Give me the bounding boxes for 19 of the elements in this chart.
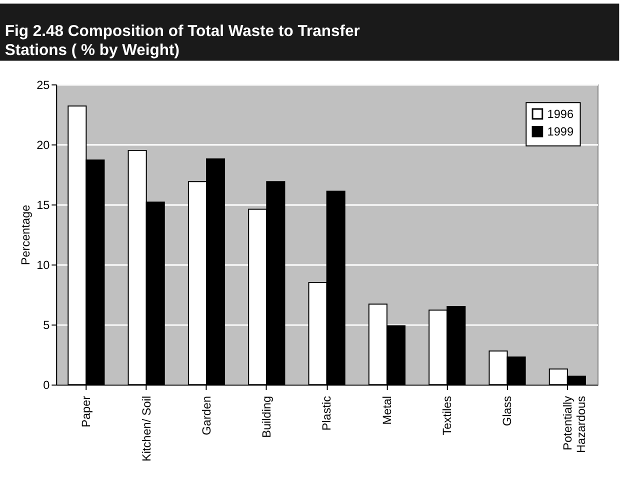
x-tick-label: Building — [260, 396, 274, 438]
y-tick-label: 20 — [36, 138, 50, 152]
x-tick-label: Garden — [199, 396, 214, 436]
y-tick-label: 15 — [36, 198, 50, 212]
y-axis-title: Percentage — [18, 204, 33, 266]
x-tick-label: Textiles — [440, 396, 454, 436]
x-tick-label: Glass — [500, 396, 514, 426]
y-tick-label: 5 — [43, 318, 50, 332]
y-tick-label: 10 — [36, 258, 50, 272]
y-tick-label: 0 — [43, 378, 50, 392]
y-tick-label: 25 — [36, 78, 50, 92]
legend-label: 1996 — [547, 106, 574, 121]
x-tick-label: Kitchen/ Soil — [139, 396, 154, 462]
legend-label: 1999 — [547, 124, 574, 139]
x-tick-label: Potentially Hazardous — [560, 396, 588, 453]
x-tick-label: Paper — [79, 396, 94, 428]
x-tick-label: Plastic — [320, 396, 334, 431]
chart-title: Fig 2.48 Composition of Total Waste to Transfer Stations ( % by Weight) — [4, 23, 360, 59]
x-tick-label: Metal — [380, 396, 394, 425]
